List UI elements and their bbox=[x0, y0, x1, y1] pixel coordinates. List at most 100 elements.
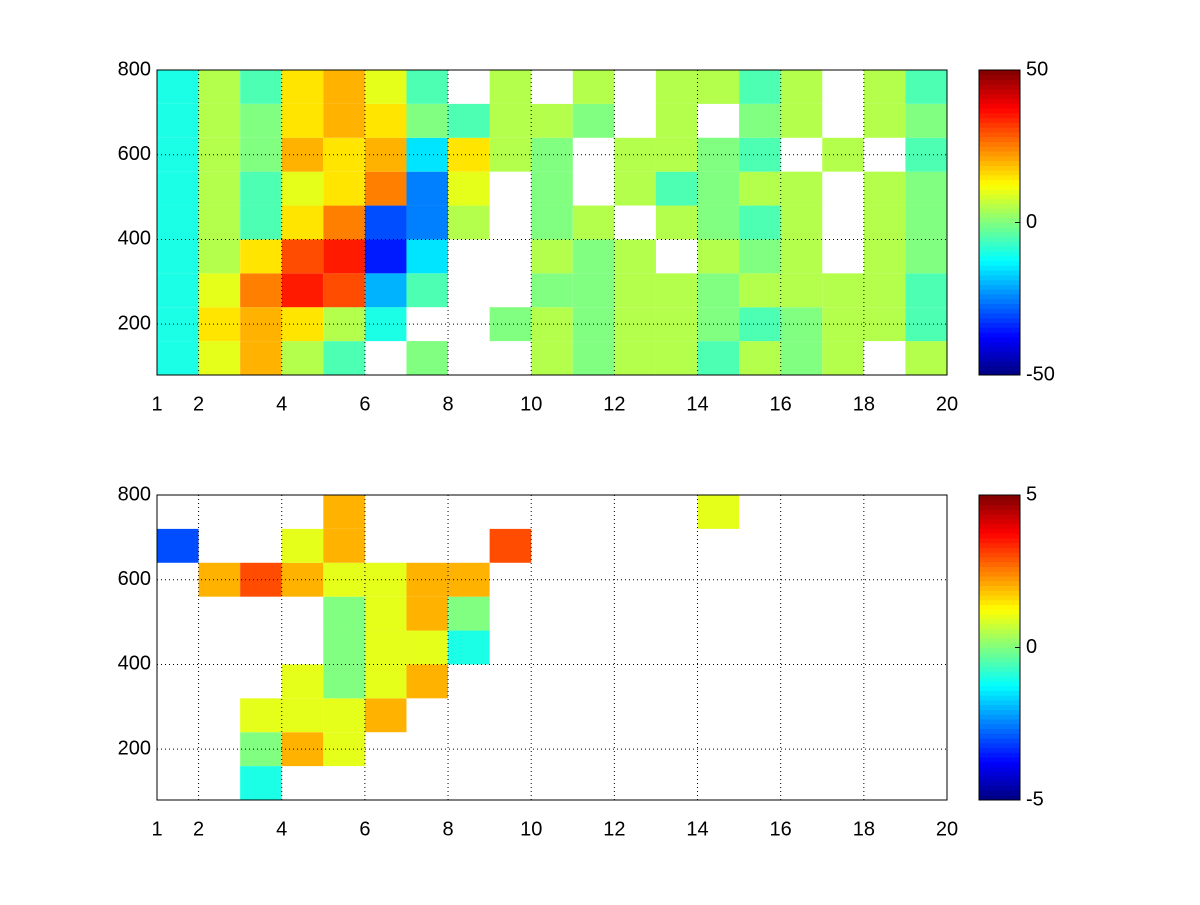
colorbar-band bbox=[979, 327, 1020, 333]
colorbar-band bbox=[979, 370, 1020, 376]
colorbar-band bbox=[979, 308, 1020, 314]
colorbar-band bbox=[979, 504, 1020, 510]
heatmap-cell bbox=[614, 273, 656, 308]
x-tick-label: 20 bbox=[936, 393, 958, 415]
x-tick-label: 1 bbox=[151, 818, 162, 840]
heatmap-cell bbox=[655, 137, 698, 172]
colorbar-band bbox=[979, 355, 1020, 362]
heatmap-cell bbox=[655, 273, 698, 308]
x-tick-label: 2 bbox=[193, 393, 204, 415]
heatmap-cell bbox=[905, 341, 947, 375]
x-tick-label: 18 bbox=[853, 818, 875, 840]
heatmap-cell bbox=[323, 528, 365, 563]
heatmap-cell bbox=[448, 171, 490, 206]
colorbar-band bbox=[979, 303, 1020, 309]
heatmap-cell bbox=[198, 171, 241, 206]
heatmap-cell bbox=[406, 70, 449, 104]
colorbar-band bbox=[979, 795, 1020, 801]
colorbar-band bbox=[979, 151, 1020, 157]
colorbar-band bbox=[979, 618, 1020, 625]
x-tick-label: 8 bbox=[442, 818, 453, 840]
heatmap-cell bbox=[157, 528, 199, 563]
heatmap-cell bbox=[157, 103, 199, 138]
heatmap-cell bbox=[739, 70, 781, 104]
heatmap-cell bbox=[198, 70, 241, 104]
heatmap-cell bbox=[863, 205, 906, 240]
colorbar-band bbox=[979, 208, 1020, 214]
colorbar-band bbox=[979, 89, 1020, 95]
colorbar-band bbox=[979, 647, 1020, 653]
heatmap-cell bbox=[323, 596, 365, 631]
colorbar-band bbox=[979, 771, 1020, 777]
colorbar-band bbox=[979, 542, 1020, 548]
heatmap-cell bbox=[281, 70, 324, 104]
x-tick-label: 14 bbox=[686, 393, 708, 415]
colorbar-band bbox=[979, 709, 1020, 715]
colorbar-band bbox=[979, 265, 1020, 271]
colorbar-tick-label: 0 bbox=[1026, 211, 1037, 233]
colorbar-band bbox=[979, 332, 1020, 338]
x-tick-label: 16 bbox=[770, 818, 792, 840]
heatmap-cell bbox=[780, 103, 823, 138]
colorbar-band bbox=[979, 284, 1020, 290]
colorbar-band bbox=[979, 136, 1020, 142]
heatmap-cell bbox=[905, 307, 947, 342]
heatmap-cell bbox=[863, 239, 906, 274]
heatmap-cell bbox=[697, 273, 740, 308]
heatmap-cell bbox=[572, 341, 615, 375]
colorbar-band bbox=[979, 537, 1020, 544]
colorbar-band bbox=[979, 131, 1020, 138]
heatmap-cell bbox=[323, 239, 365, 274]
heatmap-cell bbox=[323, 273, 365, 308]
heatmap-cell bbox=[323, 630, 365, 665]
colorbar-band bbox=[979, 604, 1020, 610]
colorbar-band bbox=[979, 723, 1020, 730]
y-tick-label: 200 bbox=[118, 312, 151, 334]
colorbar-band bbox=[979, 112, 1020, 119]
heatmap-cell bbox=[655, 70, 698, 104]
x-tick-label: 10 bbox=[520, 818, 542, 840]
colorbar-band bbox=[979, 170, 1020, 176]
heatmap-cell bbox=[780, 273, 823, 308]
heatmap-cell bbox=[739, 103, 781, 138]
heatmap-cell bbox=[822, 341, 864, 375]
colorbar-band bbox=[979, 685, 1020, 691]
y-tick-label: 400 bbox=[118, 653, 151, 675]
heatmap-cell bbox=[655, 103, 698, 138]
heatmap-cell bbox=[863, 70, 906, 104]
heatmap-cell bbox=[281, 664, 324, 699]
colorbar-band bbox=[979, 676, 1020, 682]
heatmap-cell bbox=[572, 239, 615, 274]
colorbar-band bbox=[979, 657, 1020, 663]
heatmap-cell bbox=[905, 273, 947, 308]
colorbar-band bbox=[979, 776, 1020, 782]
colorbar-band bbox=[979, 155, 1020, 162]
heatmap-cell bbox=[406, 239, 449, 274]
heatmap-cell bbox=[780, 70, 823, 104]
heatmap-cell bbox=[240, 766, 282, 800]
heatmap-cell bbox=[780, 205, 823, 240]
colorbar-band bbox=[979, 360, 1020, 366]
colorbar-band bbox=[979, 576, 1020, 582]
heatmap-cell bbox=[240, 341, 282, 375]
heatmap-cell bbox=[572, 273, 615, 308]
heatmap-cell bbox=[281, 341, 324, 375]
colorbar-band bbox=[979, 514, 1020, 520]
x-tick-label: 8 bbox=[442, 393, 453, 415]
colorbar-band bbox=[979, 747, 1020, 753]
heatmap-cell bbox=[448, 103, 490, 138]
heatmap-cell bbox=[281, 171, 324, 206]
heatmap-cell bbox=[198, 273, 241, 308]
heatmap-cell bbox=[905, 171, 947, 206]
heatmap-cell bbox=[281, 273, 324, 308]
colorbar-band bbox=[979, 227, 1020, 233]
colorbar-band bbox=[979, 270, 1020, 276]
colorbar-band bbox=[979, 336, 1020, 343]
x-tick-label: 4 bbox=[276, 818, 287, 840]
heatmap-cell bbox=[863, 103, 906, 138]
heatmap-cell bbox=[323, 103, 365, 138]
colorbar-tick-label: 50 bbox=[1026, 58, 1048, 80]
colorbar-band bbox=[979, 217, 1020, 223]
heatmap-cell bbox=[281, 205, 324, 240]
heatmap-cell bbox=[323, 698, 365, 733]
